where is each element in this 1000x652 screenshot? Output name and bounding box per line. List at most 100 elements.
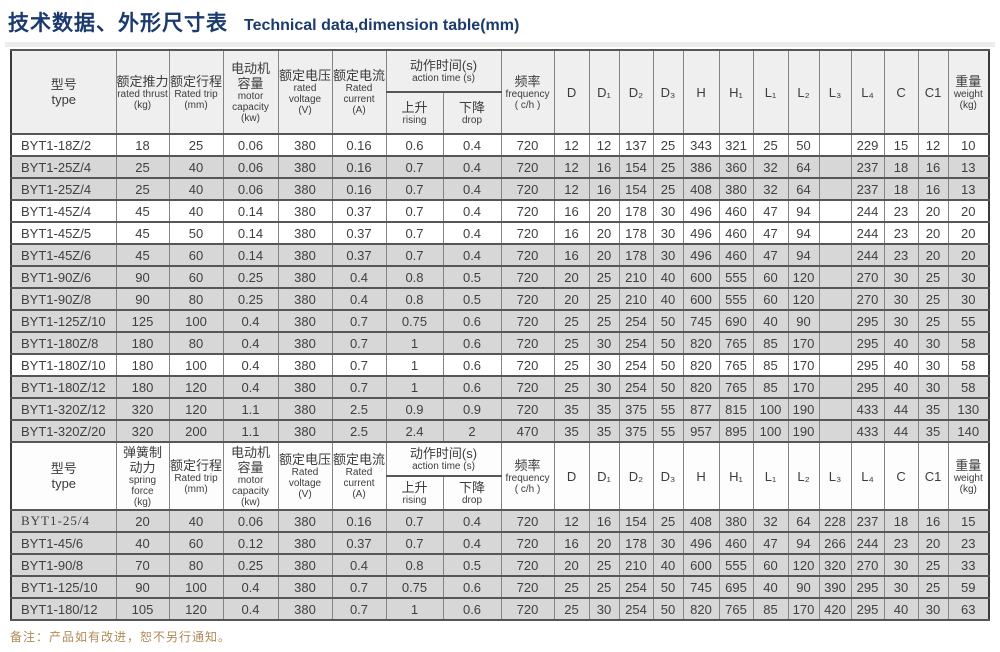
value-cell: 0.4 bbox=[331, 553, 387, 577]
value-cell: 25 bbox=[553, 331, 590, 355]
value-cell: 555 bbox=[718, 265, 754, 289]
value-cell: 0.4 bbox=[442, 531, 502, 555]
value-cell: 20 bbox=[588, 243, 620, 267]
value-cell: 555 bbox=[718, 553, 754, 577]
value-cell: 237 bbox=[850, 155, 885, 179]
value-cell: 254 bbox=[618, 597, 654, 621]
value-cell: 1 bbox=[385, 597, 444, 621]
value-cell: 380 bbox=[277, 309, 333, 333]
col-header-rated-voltage: 额定电压 Rated voltage (V) bbox=[277, 441, 333, 511]
value-cell: 30 bbox=[917, 375, 949, 399]
value-cell: 0.6 bbox=[442, 375, 502, 399]
value-cell: 25 bbox=[588, 265, 620, 289]
value-cell: 25 bbox=[652, 133, 684, 157]
value-cell: 0.25 bbox=[222, 287, 279, 311]
value-cell: 765 bbox=[718, 331, 754, 355]
col-header-dim-l2: L₂ bbox=[787, 49, 820, 135]
value-cell: 30 bbox=[588, 331, 620, 355]
col-header-spring-force: 弹簧制 动力 spring force (kg) bbox=[115, 441, 170, 511]
value-cell: 45 bbox=[115, 221, 170, 245]
value-cell: 40 bbox=[752, 575, 789, 599]
value-cell: 360 bbox=[718, 155, 754, 179]
value-cell: 460 bbox=[718, 221, 754, 245]
value-cell bbox=[818, 133, 852, 157]
value-cell: 58 bbox=[947, 375, 990, 399]
col-header-dim-d3: D₃ bbox=[652, 49, 684, 135]
value-cell: 0.5 bbox=[442, 287, 502, 311]
value-cell: 320 bbox=[115, 419, 170, 443]
value-cell: 820 bbox=[682, 353, 720, 377]
value-cell: 100 bbox=[168, 309, 224, 333]
value-cell: 600 bbox=[682, 287, 720, 311]
value-cell: 178 bbox=[618, 531, 654, 555]
table-row: BYT1-320Z/20 320 200 1.1 380 2.5 2.4 2 470 35 35 37… bbox=[10, 419, 990, 443]
value-cell: 0.8 bbox=[385, 553, 444, 577]
value-cell: 12 bbox=[553, 155, 590, 179]
value-cell bbox=[818, 309, 852, 333]
value-cell: 105 bbox=[115, 597, 170, 621]
value-cell: 0.4 bbox=[442, 177, 502, 201]
value-cell: 35 bbox=[917, 397, 949, 421]
col-header-rated-trip: 额定行程 Rated trip (mm) bbox=[168, 441, 224, 511]
value-cell: 15 bbox=[883, 133, 919, 157]
value-cell: 433 bbox=[850, 397, 885, 421]
value-cell: 380 bbox=[277, 155, 333, 179]
value-cell: 0.37 bbox=[331, 243, 387, 267]
col-header-dim-l1: L₁ bbox=[752, 49, 789, 135]
value-cell: 32 bbox=[752, 155, 789, 179]
col-header-dim-h: H bbox=[682, 441, 720, 511]
value-cell: 254 bbox=[618, 375, 654, 399]
value-cell: 16 bbox=[917, 155, 949, 179]
value-cell: 295 bbox=[850, 309, 885, 333]
value-cell: 0.25 bbox=[222, 553, 279, 577]
value-cell: 0.14 bbox=[222, 243, 279, 267]
value-cell: 380 bbox=[277, 509, 333, 533]
value-cell bbox=[818, 243, 852, 267]
value-cell: 47 bbox=[752, 531, 789, 555]
value-cell: 23 bbox=[883, 221, 919, 245]
value-cell: 496 bbox=[682, 221, 720, 245]
value-cell: 295 bbox=[850, 331, 885, 355]
value-cell: 60 bbox=[752, 265, 789, 289]
value-cell: 270 bbox=[850, 553, 885, 577]
value-cell: 23 bbox=[883, 531, 919, 555]
value-cell: 154 bbox=[618, 509, 654, 533]
value-cell: 55 bbox=[947, 309, 990, 333]
col-header-dim-c1: C1 bbox=[917, 49, 949, 135]
value-cell: 0.7 bbox=[385, 509, 444, 533]
col-header-frequency: 频率 frequency( c/h ) bbox=[500, 441, 555, 511]
value-cell: 16 bbox=[917, 177, 949, 201]
value-cell: 0.7 bbox=[331, 331, 387, 355]
table-header-push-type: 型号 type 额定推力 rated thrust (kg) 额定行程 Rated trip… bbox=[10, 49, 990, 135]
value-cell: 125 bbox=[115, 309, 170, 333]
value-cell: 210 bbox=[618, 265, 654, 289]
value-cell: 90 bbox=[115, 265, 170, 289]
value-cell: 55 bbox=[652, 397, 684, 421]
value-cell: 820 bbox=[682, 597, 720, 621]
value-cell: 33 bbox=[947, 553, 990, 577]
value-cell: 380 bbox=[718, 509, 754, 533]
model-cell: BYT1-180/12 bbox=[10, 597, 117, 621]
value-cell: 720 bbox=[500, 575, 555, 599]
value-cell: 295 bbox=[850, 597, 885, 621]
table-row: BYT1-25Z/4 25 40 0.06 380 0.16 0.7 0.4 720 12 16 15… bbox=[10, 155, 990, 179]
value-cell: 13 bbox=[947, 177, 990, 201]
value-cell: 270 bbox=[850, 265, 885, 289]
col-header-action-time: 动作时间(s) action time (s) bbox=[385, 49, 502, 93]
value-cell: 0.16 bbox=[331, 133, 387, 157]
table-row: BYT1-25Z/4 25 40 0.06 380 0.16 0.7 0.4 720 12 16 15… bbox=[10, 177, 990, 201]
value-cell: 2.5 bbox=[331, 397, 387, 421]
table-row: BYT1-45Z/5 45 50 0.14 380 0.37 0.7 0.4 720 16 20 17… bbox=[10, 221, 990, 245]
value-cell: 20 bbox=[917, 221, 949, 245]
title-divider bbox=[5, 42, 995, 47]
value-cell: 12 bbox=[917, 133, 949, 157]
value-cell: 120 bbox=[787, 287, 820, 311]
table-row: BYT1-180Z/12 180 120 0.4 380 0.7 1 0.6 720 25 30 25… bbox=[10, 375, 990, 399]
value-cell: 85 bbox=[752, 353, 789, 377]
value-cell: 23 bbox=[883, 243, 919, 267]
value-cell: 0.7 bbox=[385, 221, 444, 245]
value-cell: 229 bbox=[850, 133, 885, 157]
value-cell: 408 bbox=[682, 509, 720, 533]
col-header-dim-d: D bbox=[553, 49, 590, 135]
value-cell: 380 bbox=[277, 177, 333, 201]
